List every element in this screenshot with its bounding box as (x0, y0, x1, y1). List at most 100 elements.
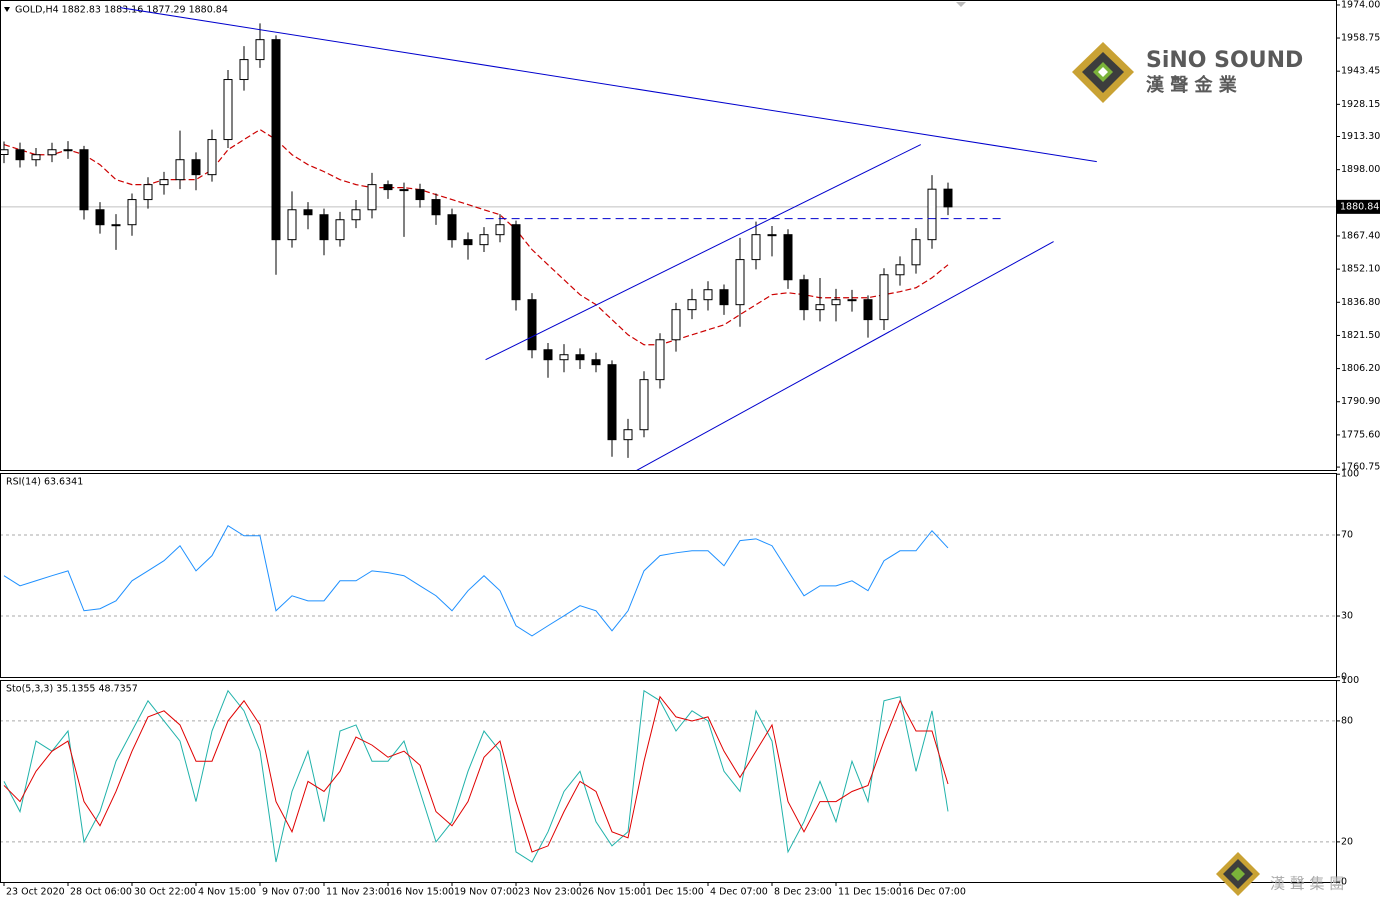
chart-title: GOLD,H4 1882.83 1883.16 1877.29 1880.84 (15, 5, 228, 16)
candle-body (895, 264, 905, 276)
y-tick-label: 0 (1341, 877, 1347, 888)
candle-body (559, 354, 569, 361)
stochastic-panel (0, 680, 1337, 883)
candle-body (831, 299, 841, 306)
price-label: 1880.84 (1340, 201, 1379, 212)
x-tick-label: 23 Nov 23:00 (518, 887, 582, 898)
candle-body (15, 149, 25, 161)
y-tick-label: 1867.40 (1341, 230, 1380, 241)
y-tick-label: 0 (1341, 671, 1347, 682)
x-tick-label: 16 Dec 07:00 (902, 887, 966, 898)
candle-body (63, 149, 73, 152)
y-tick-label: 1806.20 (1341, 363, 1380, 374)
y-tick-label: 1821.50 (1341, 330, 1380, 341)
candle-body (431, 199, 441, 216)
candle-body (31, 154, 41, 161)
logo-center (1098, 67, 1108, 77)
rsi-panel (0, 473, 1337, 678)
indicator-line (3, 689, 949, 863)
footer-core (1231, 867, 1245, 881)
trend-line (485, 144, 922, 361)
plot-area (1, 689, 1336, 863)
candle-body (783, 234, 793, 281)
candle-body (511, 224, 521, 301)
y-tick-label: 100 (1341, 469, 1359, 480)
candle-body (479, 234, 489, 246)
trend-line (119, 7, 1097, 163)
candle-body (239, 59, 249, 81)
footer-name: 漢 聲 集 團 (1270, 875, 1344, 893)
y-tick-label: 1852.10 (1341, 264, 1380, 275)
candle-body (223, 79, 233, 141)
price-label-box (1337, 199, 1380, 214)
plot-area (1, 524, 1336, 637)
candle-body (815, 304, 825, 311)
candle-body (543, 349, 553, 361)
x-tick-label: 1 Dec 15:00 (646, 887, 704, 898)
y-tick-label: 1943.45 (1341, 66, 1380, 77)
candle-body (495, 224, 505, 236)
y-tick-label: 1898.00 (1341, 164, 1380, 175)
y-tick-label: 1836.80 (1341, 297, 1380, 308)
candle-body (175, 159, 185, 181)
y-tick-label: 30 (1341, 611, 1353, 622)
stochastic-title: Sto(5,3,3) 35.1355 48.7357 (6, 684, 138, 695)
candle-body (799, 279, 809, 311)
candle-body (351, 209, 361, 221)
candle-body (319, 214, 329, 241)
candle-body (607, 364, 617, 441)
candle-body (623, 429, 633, 441)
candle-body (463, 239, 473, 246)
candle-body (399, 189, 409, 192)
candle-body (159, 179, 169, 186)
x-tick-label: 23 Oct 2020 (6, 887, 65, 898)
x-tick-label: 19 Nov 07:00 (454, 887, 518, 898)
logo-name: SiNO SOUND (1146, 48, 1303, 73)
candle-body (911, 239, 921, 266)
candle-body (111, 224, 121, 227)
candle-body (671, 309, 681, 341)
candle-body (863, 299, 873, 321)
candle-body (447, 214, 457, 241)
moving-average (3, 128, 949, 346)
candle-body (687, 299, 697, 311)
candle-body (527, 299, 537, 351)
candle-body (639, 379, 649, 431)
indicator-line (3, 695, 949, 853)
candle-body (143, 184, 153, 201)
candle-body (383, 184, 393, 191)
x-tick-label: 11 Nov 23:00 (326, 887, 390, 898)
menu-arrow[interactable] (4, 7, 10, 12)
x-tick-label: 4 Nov 15:00 (198, 887, 256, 898)
x-tick-label: 9 Nov 07:00 (262, 887, 320, 898)
rsi-title: RSI(14) 63.6341 (6, 477, 83, 488)
y-tick-label: 1958.75 (1341, 33, 1380, 44)
candle-body (255, 39, 265, 61)
y-tick-label: 100 (1341, 675, 1359, 686)
candle-body (575, 354, 585, 361)
x-tick-label: 8 Dec 23:00 (774, 887, 832, 898)
x-tick-label: 11 Dec 15:00 (838, 887, 902, 898)
footer-logo: 漢 聲 集 團 (1216, 852, 1344, 896)
y-tick-label: 1775.60 (1341, 429, 1380, 440)
x-tick-label: 16 Nov 15:00 (390, 887, 454, 898)
indicator-line (3, 524, 949, 637)
candle-body (335, 219, 345, 241)
candle-body (591, 359, 601, 366)
candle-body (847, 299, 857, 302)
candle-body (415, 189, 425, 201)
candle-body (271, 39, 281, 241)
candle-body (751, 234, 761, 261)
x-tick-label: 28 Oct 06:00 (70, 887, 132, 898)
candle-body (767, 234, 777, 237)
candle-body (719, 289, 729, 306)
y-tick-label: 1974.00 (1341, 0, 1380, 10)
x-tick-label: 30 Oct 22:00 (134, 887, 196, 898)
logo-tagline: 漢 聲 金 業 (1146, 74, 1238, 96)
candle-body (47, 149, 57, 156)
y-tick-label: 80 (1341, 715, 1353, 726)
candle-body (127, 199, 137, 226)
y-tick-label: 70 (1341, 529, 1353, 540)
